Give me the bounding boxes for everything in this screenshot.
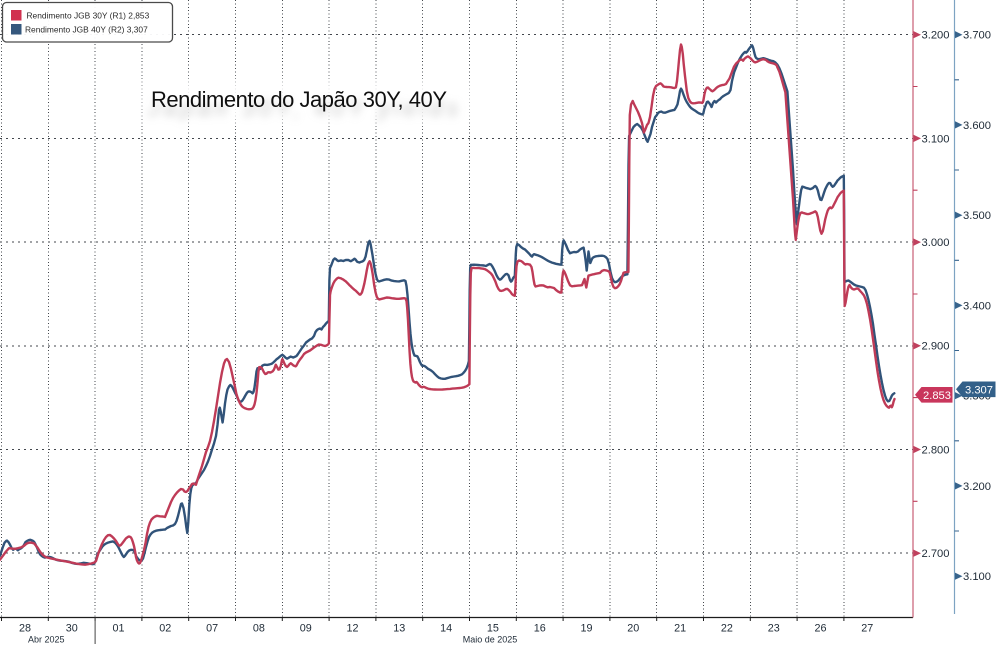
svg-text:3.307: 3.307 [965, 384, 993, 396]
svg-text:13: 13 [393, 623, 405, 635]
svg-text:2.853: 2.853 [923, 390, 951, 402]
svg-text:15: 15 [487, 623, 499, 635]
svg-text:14: 14 [440, 623, 452, 635]
svg-text:2.700: 2.700 [922, 548, 950, 560]
svg-text:3.100: 3.100 [922, 133, 950, 145]
svg-text:01: 01 [112, 623, 124, 635]
svg-text:22: 22 [721, 623, 733, 635]
svg-text:30: 30 [66, 623, 78, 635]
svg-text:09: 09 [300, 623, 312, 635]
svg-text:3.200: 3.200 [963, 481, 991, 493]
svg-text:Abr 2025: Abr 2025 [28, 635, 65, 645]
svg-text:08: 08 [253, 623, 265, 635]
svg-text:3.400: 3.400 [963, 300, 991, 312]
svg-text:3.500: 3.500 [963, 210, 991, 222]
svg-text:2.900: 2.900 [922, 341, 950, 353]
svg-text:20: 20 [627, 623, 639, 635]
svg-text:12: 12 [346, 623, 358, 635]
svg-text:27: 27 [861, 623, 873, 635]
svg-text:16: 16 [534, 623, 546, 635]
svg-text:21: 21 [674, 623, 686, 635]
svg-text:Rendimento JGB 40Y (R2) 3,307: Rendimento JGB 40Y (R2) 3,307 [25, 24, 148, 34]
svg-text:2.800: 2.800 [922, 444, 950, 456]
svg-text:3.700: 3.700 [963, 30, 991, 42]
svg-text:3.600: 3.600 [963, 120, 991, 132]
svg-text:3.100: 3.100 [963, 571, 991, 583]
svg-text:07: 07 [206, 623, 218, 635]
svg-text:28: 28 [19, 623, 31, 635]
svg-text:02: 02 [159, 623, 171, 635]
svg-text:3.000: 3.000 [922, 237, 950, 249]
svg-text:Maio de 2025: Maio de 2025 [463, 635, 518, 645]
svg-text:26: 26 [814, 623, 826, 635]
svg-text:Rendimento do Japão 30Y, 40Y: Rendimento do Japão 30Y, 40Y [151, 87, 447, 112]
svg-text:19: 19 [580, 623, 592, 635]
svg-text:Rendimento JGB 30Y (R1) 2,853: Rendimento JGB 30Y (R1) 2,853 [27, 10, 150, 20]
svg-text:23: 23 [768, 623, 780, 635]
svg-text:3.200: 3.200 [922, 30, 950, 42]
